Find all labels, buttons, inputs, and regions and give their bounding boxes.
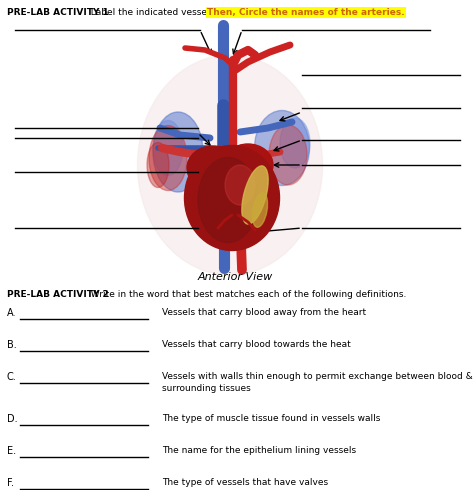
Ellipse shape <box>242 166 268 224</box>
Ellipse shape <box>184 146 280 250</box>
Text: E.: E. <box>7 446 16 456</box>
Text: Anterior View: Anterior View <box>197 272 273 282</box>
Ellipse shape <box>137 55 322 275</box>
Ellipse shape <box>198 157 258 243</box>
Text: C.: C. <box>7 372 17 382</box>
Text: Vessels that carry blood away from the heart: Vessels that carry blood away from the h… <box>162 308 366 317</box>
Text: Label the indicated vessels on the diagram.: Label the indicated vessels on the diagr… <box>85 8 292 17</box>
Ellipse shape <box>153 121 183 175</box>
Ellipse shape <box>187 146 239 190</box>
Ellipse shape <box>153 112 203 192</box>
Text: Write in the word that best matches each of the following definitions.: Write in the word that best matches each… <box>85 290 406 299</box>
Text: Then, Circle the names of the arteries.: Then, Circle the names of the arteries. <box>207 8 405 17</box>
Text: D.: D. <box>7 414 18 424</box>
Ellipse shape <box>225 165 255 205</box>
Text: The name for the epithelium lining vessels: The name for the epithelium lining vesse… <box>162 446 356 455</box>
Text: The type of muscle tissue found in vessels walls: The type of muscle tissue found in vesse… <box>162 414 380 423</box>
Ellipse shape <box>269 125 307 185</box>
Text: F.: F. <box>7 478 14 488</box>
Ellipse shape <box>255 111 310 186</box>
Ellipse shape <box>223 144 273 186</box>
Text: PRE-LAB ACTIVITY 2: PRE-LAB ACTIVITY 2 <box>7 290 109 299</box>
Ellipse shape <box>253 193 267 227</box>
Text: A.: A. <box>7 308 17 318</box>
Ellipse shape <box>280 118 310 168</box>
Text: B.: B. <box>7 340 17 350</box>
Ellipse shape <box>149 125 187 191</box>
Text: The type of vessels that have valves: The type of vessels that have valves <box>162 478 328 487</box>
Text: PRE-LAB ACTIVITY 1: PRE-LAB ACTIVITY 1 <box>7 8 109 17</box>
Ellipse shape <box>147 143 169 188</box>
Text: Vessels with walls thin enough to permit exchange between blood &: Vessels with walls thin enough to permit… <box>162 372 473 381</box>
Text: surrounding tissues: surrounding tissues <box>162 384 251 393</box>
Text: Vessels that carry blood towards the heat: Vessels that carry blood towards the hea… <box>162 340 351 349</box>
